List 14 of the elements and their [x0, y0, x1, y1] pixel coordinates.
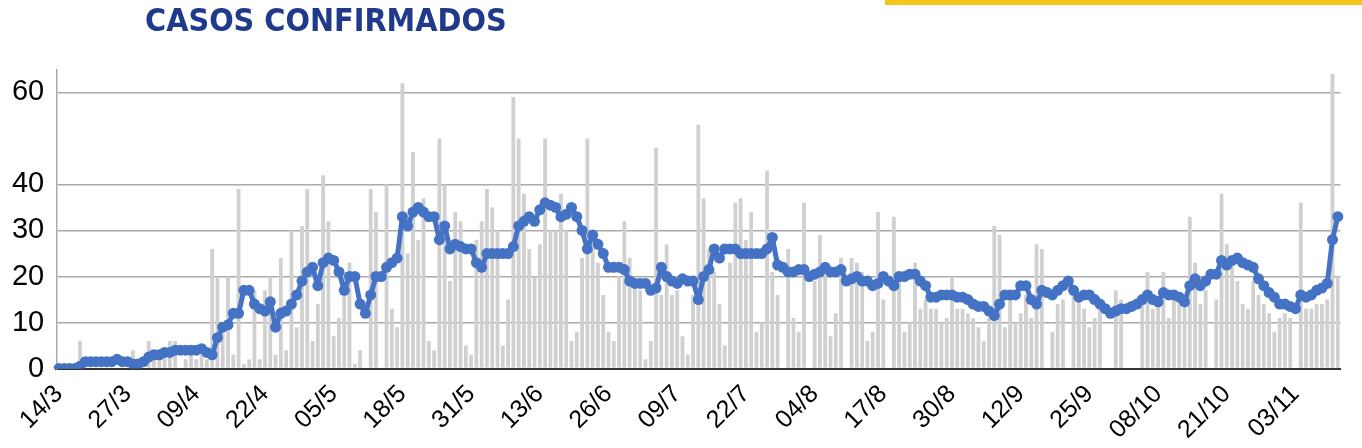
x-tick-label: 04/8 — [768, 378, 824, 433]
bar — [1335, 276, 1340, 368]
chart-title: CASOS CONFIRMADOS — [144, 0, 508, 40]
x-tick-label: 12/9 — [974, 378, 1030, 433]
bar — [775, 294, 780, 368]
y-tick-label: 20 — [11, 258, 45, 291]
bar — [1214, 299, 1219, 368]
x-tick-label: 09/4 — [150, 378, 205, 433]
x-tick-label: 30/8 — [906, 378, 961, 433]
y-tick-label: 10 — [11, 304, 45, 337]
y-tick-label: 30 — [11, 212, 45, 245]
y-tick-label: 0 — [28, 350, 45, 383]
y-tick-label: 40 — [11, 166, 45, 199]
y-tick-label: 60 — [11, 74, 45, 107]
